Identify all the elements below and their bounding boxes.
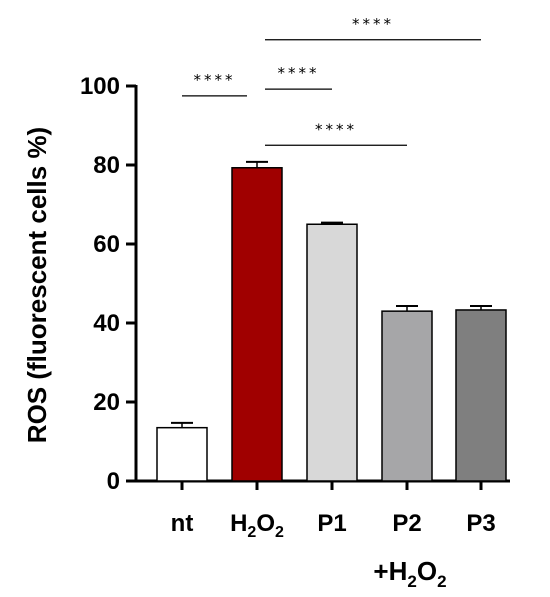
y-tick-label: 60	[93, 231, 120, 258]
bar	[156, 426, 208, 482]
y-tick-label: 80	[93, 152, 120, 179]
significance-label: ****	[315, 120, 357, 138]
significance-label: ****	[352, 15, 394, 33]
y-tick-label: 0	[107, 468, 120, 495]
bar	[381, 310, 433, 482]
x-tick-label: P3	[466, 510, 495, 537]
group-label: +H2O2	[373, 556, 446, 591]
x-tick-label: nt	[171, 510, 194, 537]
x-tick-label: P2	[392, 510, 421, 537]
y-axis-label: ROS (fluorescent cells %)	[22, 127, 52, 443]
y-tick-label: 40	[93, 310, 120, 337]
significance-label: ****	[278, 64, 320, 82]
x-tick-label: P1	[317, 510, 346, 537]
bar	[306, 223, 358, 482]
bars	[156, 160, 507, 482]
category-labels: nt H2O2 P1 P2 P3 +H2O2	[171, 510, 496, 591]
y-tick-label: 100	[80, 73, 120, 100]
y-tick-label: 20	[93, 389, 120, 416]
bar	[455, 309, 507, 482]
axes: 0 20 40 60 80 100	[80, 73, 510, 495]
bar	[231, 167, 283, 482]
significance-annotations: **** **** **** ****	[182, 15, 481, 146]
x-tick-label: H2O2	[230, 510, 284, 541]
significance-label: ****	[194, 71, 236, 89]
